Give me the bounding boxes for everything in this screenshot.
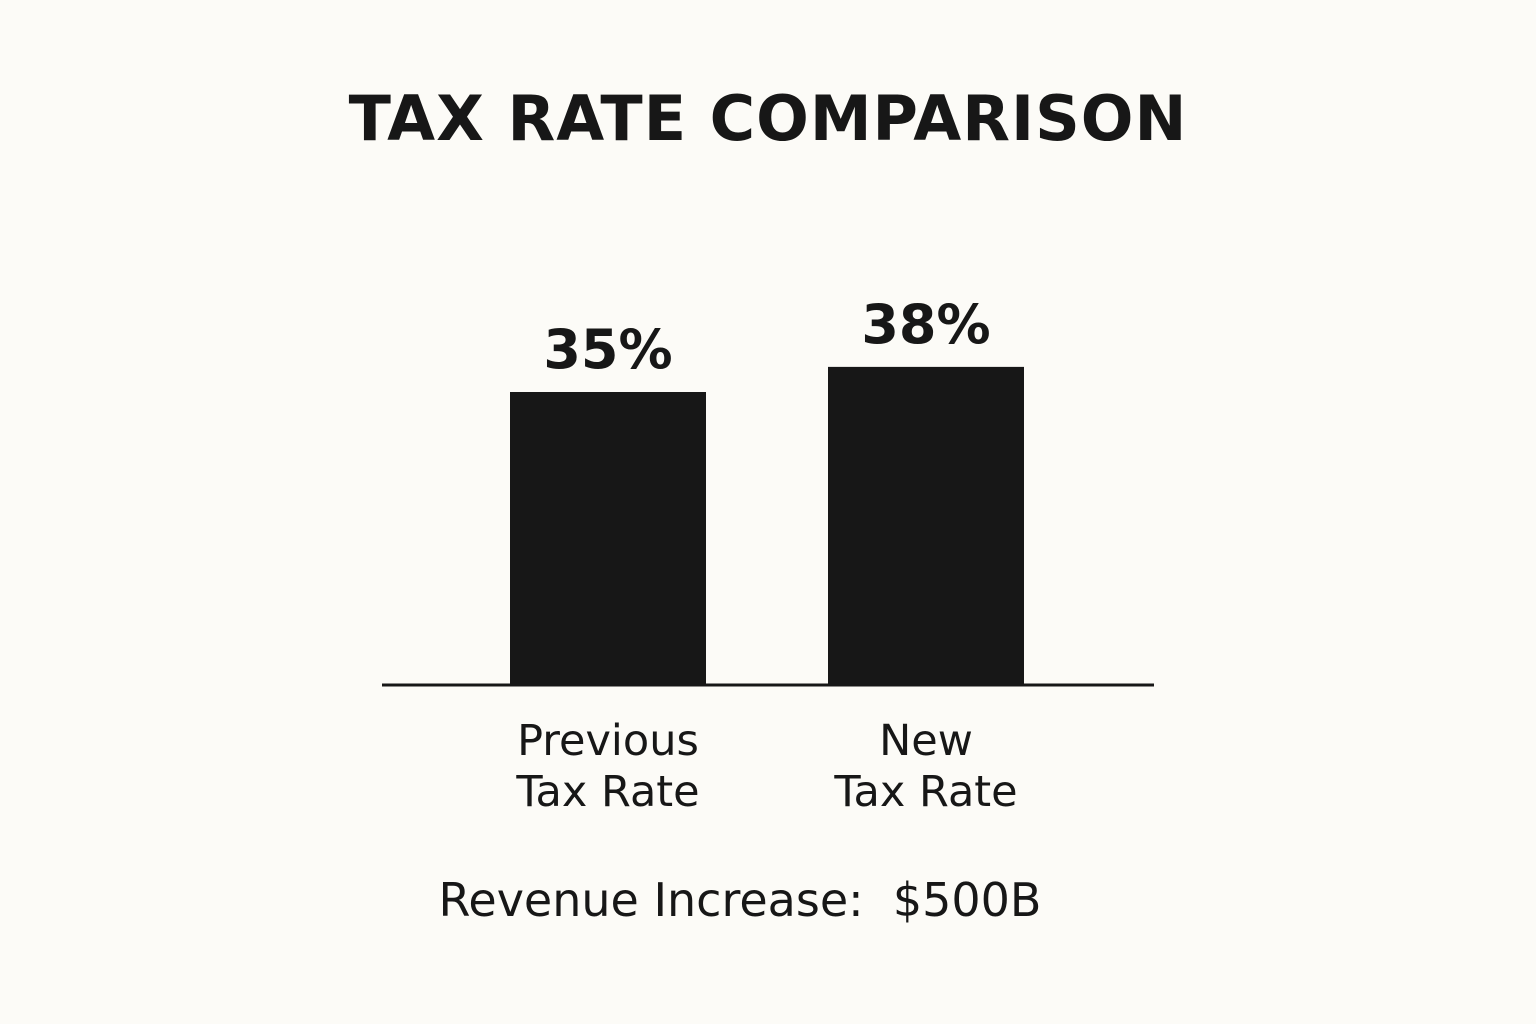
category-label-0-line-0: Previous: [517, 716, 699, 766]
category-label-0-line-1: Tax Rate: [515, 767, 699, 817]
bar-value-label-1: 38%: [861, 293, 990, 356]
bar-0: [510, 392, 706, 685]
category-label-1-line-0: New: [879, 716, 973, 766]
bar-value-label-0: 35%: [543, 318, 672, 381]
chart-title: TAX RATE COMPARISON: [349, 82, 1188, 155]
revenue-increase-annotation: Revenue Increase: $500B: [439, 873, 1042, 927]
bar-1: [828, 366, 1024, 685]
category-label-1-line-1: Tax Rate: [833, 767, 1017, 817]
